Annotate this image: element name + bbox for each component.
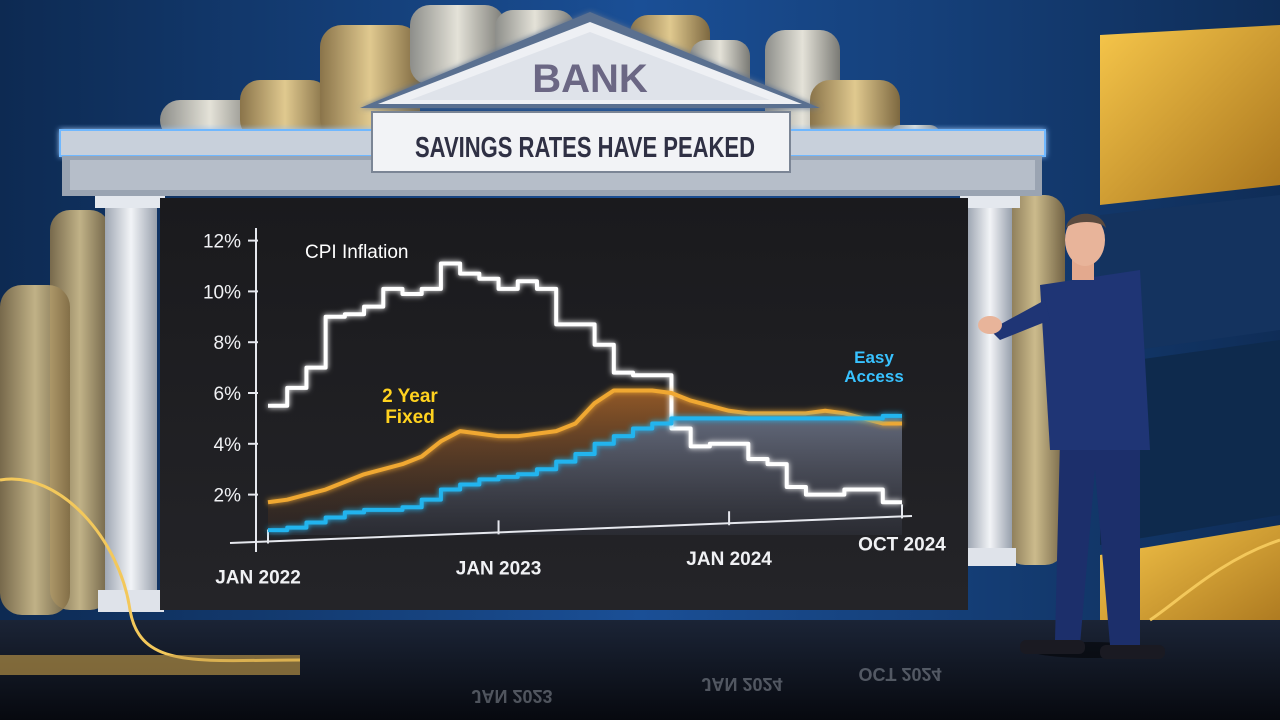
floor-light-curve-2 [1149,538,1280,622]
y-tick-label: 10% [203,282,241,303]
x-tick-label: JAN 2023 [456,558,542,579]
y-tick-label: 6% [214,384,242,405]
series-label-easy-access: Easy [854,348,894,367]
series-label-cpi-inflation: CPI Inflation [305,242,409,263]
series-line-cpi-inflation [268,261,902,505]
x-axis-line [229,515,913,544]
pillar-left [95,196,165,612]
chart-title: SAVINGS RATES HAVE PEAKED [415,132,755,164]
gold-wall-panels [1100,25,1280,640]
y-tick-label: 2% [214,486,242,507]
y-tick-label: 12% [203,232,241,253]
floor-reflection-text: JAN 2023 JAN 2024 OCT 2024 [471,664,941,706]
series-label-2-year-fixed: 2 Year [382,386,438,407]
series-label-2-year-fixed: Fixed [385,407,435,428]
savings-rates-chart: 2% 4% 6% 8% 10% 12% JAN 2022 JAN 2023 JAN 2024 OC… [203,228,946,588]
pillar-right [960,196,1020,566]
y-tick-label: 8% [214,333,242,354]
x-tick-label: JAN 2024 [686,549,772,570]
title-banner-box [371,111,791,173]
floor-reflection-1: JAN 2023 [471,686,552,706]
x-tick-label: JAN 2022 [215,567,301,588]
floor-reflection-2: JAN 2024 [701,674,782,694]
series-line-2-year-fixed [267,388,902,505]
bank-roof-label: BANK [532,57,648,101]
bank-roof [59,12,1046,196]
floor-reflection-3: OCT 2024 [858,664,941,684]
series-line-easy-access [268,413,902,533]
presenter [978,213,1165,659]
stage-step [0,655,300,675]
series-label-easy-access: Access [844,367,904,386]
y-tick-label: 4% [214,435,242,456]
x-tick-label: OCT 2024 [858,534,946,555]
